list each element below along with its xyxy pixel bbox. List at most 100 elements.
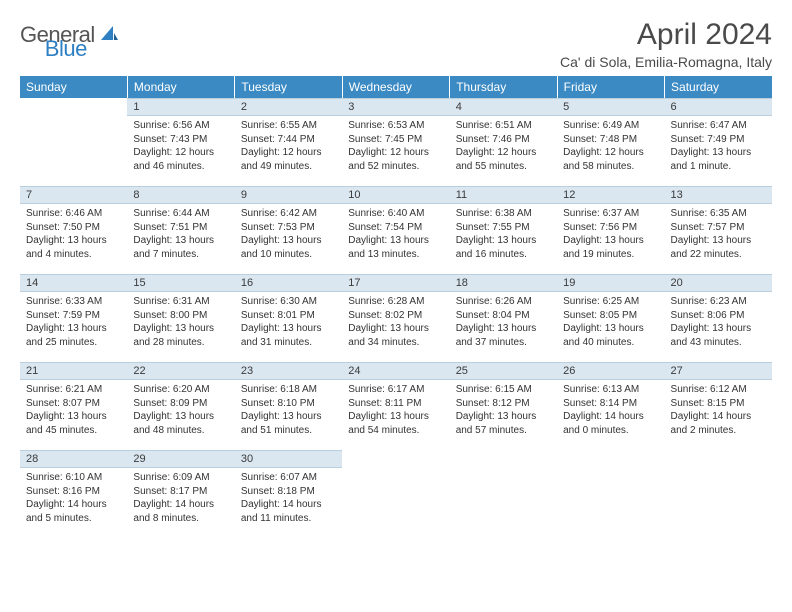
day-number: 16: [235, 274, 342, 292]
daylight-text: Daylight: 13 hours and 4 minutes.: [26, 234, 121, 261]
sunrise-text: Sunrise: 6:09 AM: [133, 471, 228, 485]
calendar-week-row: 1 Sunrise: 6:56 AMSunset: 7:43 PM Daylight…: [20, 98, 772, 186]
sunrise-text: Sunrise: 6:28 AM: [348, 295, 443, 309]
sunset-text: Sunset: 7:46 PM: [456, 133, 551, 147]
calendar-day-cell: 26Sunrise: 6:13 AMSunset: 8:14 PMDayligh…: [557, 362, 664, 450]
day-body: Sunrise: 6:42 AMSunset: 7:53 PMDaylight:…: [235, 204, 342, 267]
day-number: 23: [235, 362, 342, 380]
day-body: Sunrise: 6:38 AMSunset: 7:55 PMDaylight:…: [450, 204, 557, 267]
calendar-day-cell: 20Sunrise: 6:23 AMSunset: 8:06 PMDayligh…: [665, 274, 772, 362]
calendar-day-cell: 27 Sunrise: 6:12 AMSunset: 8:15 PMDayligh…: [665, 362, 772, 450]
day-number: 28: [20, 450, 127, 468]
calendar-day-cell: 19Sunrise: 6:25 AMSunset: 8:05 PMDayligh…: [557, 274, 664, 362]
sunset-text: Sunset: 8:05 PM: [563, 309, 658, 323]
page-title: April 2024: [560, 18, 772, 52]
day-number: 14: [20, 274, 127, 292]
sunset-text: Sunset: 8:11 PM: [348, 397, 443, 411]
sunset-text: Sunset: 7:43 PM: [133, 133, 228, 147]
calendar-day-cell: 9Sunrise: 6:42 AMSunset: 7:53 PMDaylight…: [235, 186, 342, 274]
day-body: Sunrise: 6:20 AMSunset: 8:09 PMDaylight:…: [127, 380, 234, 443]
daylight-text: Daylight: 13 hours and 25 minutes.: [26, 322, 121, 349]
logo: General Blue: [20, 22, 163, 48]
sunrise-text: Sunrise: 6:47 AM: [671, 119, 766, 133]
daylight-text: Daylight: 13 hours and 16 minutes.: [456, 234, 551, 261]
calendar-day-cell: 11Sunrise: 6:38 AMSunset: 7:55 PMDayligh…: [450, 186, 557, 274]
logo-text-blue: Blue: [45, 36, 87, 61]
day-body: Sunrise: 6:33 AMSunset: 7:59 PMDaylight:…: [20, 292, 127, 355]
daylight-text: Daylight: 13 hours and 7 minutes.: [133, 234, 228, 261]
day-number: 27: [665, 362, 772, 380]
sunset-text: Sunset: 8:10 PM: [241, 397, 336, 411]
sunset-text: Sunset: 8:15 PM: [671, 397, 766, 411]
sunrise-text: Sunrise: 6:49 AM: [563, 119, 658, 133]
sunset-text: Sunset: 8:00 PM: [133, 309, 228, 323]
day-body: Sunrise: 6:35 AMSunset: 7:57 PMDaylight:…: [665, 204, 772, 267]
sunrise-text: Sunrise: 6:26 AM: [456, 295, 551, 309]
daylight-text: Daylight: 12 hours and 49 minutes.: [241, 146, 336, 173]
sunrise-text: Sunrise: 6:56 AM: [133, 119, 228, 133]
calendar-day-cell: 24Sunrise: 6:17 AMSunset: 8:11 PMDayligh…: [342, 362, 449, 450]
sunrise-text: Sunrise: 6:53 AM: [348, 119, 443, 133]
calendar-day-cell: 12Sunrise: 6:37 AMSunset: 7:56 PMDayligh…: [557, 186, 664, 274]
sunset-text: Sunset: 7:54 PM: [348, 221, 443, 235]
calendar-day-cell: [450, 450, 557, 538]
sunrise-text: Sunrise: 6:18 AM: [241, 383, 336, 397]
daylight-text: Daylight: 14 hours and 2 minutes.: [671, 410, 766, 437]
calendar-day-cell: 28Sunrise: 6:10 AMSunset: 8:16 PMDayligh…: [20, 450, 127, 538]
daylight-text: Daylight: 12 hours and 52 minutes.: [348, 146, 443, 173]
day-body: Sunrise: 6:17 AMSunset: 8:11 PMDaylight:…: [342, 380, 449, 443]
daylight-text: Daylight: 13 hours and 19 minutes.: [563, 234, 658, 261]
daylight-text: Daylight: 13 hours and 13 minutes.: [348, 234, 443, 261]
day-number: 18: [450, 274, 557, 292]
calendar-day-cell: [557, 450, 664, 538]
calendar-week-row: 21Sunrise: 6:21 AMSunset: 8:07 PMDayligh…: [20, 362, 772, 450]
sunrise-text: Sunrise: 6:12 AM: [671, 383, 766, 397]
sunset-text: Sunset: 8:06 PM: [671, 309, 766, 323]
daylight-text: Daylight: 13 hours and 31 minutes.: [241, 322, 336, 349]
sunrise-text: Sunrise: 6:44 AM: [133, 207, 228, 221]
calendar-week-row: 14Sunrise: 6:33 AMSunset: 7:59 PMDayligh…: [20, 274, 772, 362]
sunset-text: Sunset: 8:09 PM: [133, 397, 228, 411]
calendar-day-cell: 23Sunrise: 6:18 AMSunset: 8:10 PMDayligh…: [235, 362, 342, 450]
sunset-text: Sunset: 7:50 PM: [26, 221, 121, 235]
sunrise-text: Sunrise: 6:38 AM: [456, 207, 551, 221]
calendar-day-cell: 29Sunrise: 6:09 AMSunset: 8:17 PMDayligh…: [127, 450, 234, 538]
sunset-text: Sunset: 7:48 PM: [563, 133, 658, 147]
sunset-text: Sunset: 7:55 PM: [456, 221, 551, 235]
calendar-day-cell: 22Sunrise: 6:20 AMSunset: 8:09 PMDayligh…: [127, 362, 234, 450]
sunrise-text: Sunrise: 6:15 AM: [456, 383, 551, 397]
calendar-day-cell: 7Sunrise: 6:46 AMSunset: 7:50 PMDaylight…: [20, 186, 127, 274]
day-number: 10: [342, 186, 449, 204]
sunrise-text: Sunrise: 6:21 AM: [26, 383, 121, 397]
sunrise-text: Sunrise: 6:33 AM: [26, 295, 121, 309]
sunset-text: Sunset: 8:01 PM: [241, 309, 336, 323]
daylight-text: Daylight: 12 hours and 58 minutes.: [563, 146, 658, 173]
calendar-day-cell: 10 Sunrise: 6:40 AMSunset: 7:54 PMDayligh…: [342, 186, 449, 274]
daylight-text: Daylight: 13 hours and 37 minutes.: [456, 322, 551, 349]
calendar-day-cell: 13Sunrise: 6:35 AMSunset: 7:57 PMDayligh…: [665, 186, 772, 274]
col-thursday: Thursday: [450, 76, 557, 98]
col-tuesday: Tuesday: [235, 76, 342, 98]
day-number: 1: [127, 98, 234, 116]
sunrise-text: Sunrise: 6:51 AM: [456, 119, 551, 133]
sunrise-text: Sunrise: 6:07 AM: [241, 471, 336, 485]
calendar-header-row: Sunday Monday Tuesday Wednesday Thursday…: [20, 76, 772, 98]
sunrise-text: Sunrise: 6:31 AM: [133, 295, 228, 309]
daylight-text: Daylight: 14 hours and 5 minutes.: [26, 498, 121, 525]
sunset-text: Sunset: 8:07 PM: [26, 397, 121, 411]
day-body: Sunrise: 6:26 AMSunset: 8:04 PMDaylight:…: [450, 292, 557, 355]
daylight-text: Daylight: 14 hours and 0 minutes.: [563, 410, 658, 437]
calendar-day-cell: 16Sunrise: 6:30 AMSunset: 8:01 PMDayligh…: [235, 274, 342, 362]
sunrise-text: Sunrise: 6:40 AM: [348, 207, 443, 221]
day-body: Sunrise: 6:49 AMSunset: 7:48 PMDaylight:…: [557, 116, 664, 179]
sunset-text: Sunset: 7:57 PM: [671, 221, 766, 235]
col-wednesday: Wednesday: [342, 76, 449, 98]
day-number: 19: [557, 274, 664, 292]
sunrise-text: Sunrise: 6:55 AM: [241, 119, 336, 133]
daylight-text: Daylight: 13 hours and 48 minutes.: [133, 410, 228, 437]
day-number: 7: [20, 186, 127, 204]
day-body: Sunrise: 6:46 AMSunset: 7:50 PMDaylight:…: [20, 204, 127, 267]
day-number: 24: [342, 362, 449, 380]
calendar-day-cell: 30Sunrise: 6:07 AMSunset: 8:18 PMDayligh…: [235, 450, 342, 538]
sunset-text: Sunset: 8:16 PM: [26, 485, 121, 499]
